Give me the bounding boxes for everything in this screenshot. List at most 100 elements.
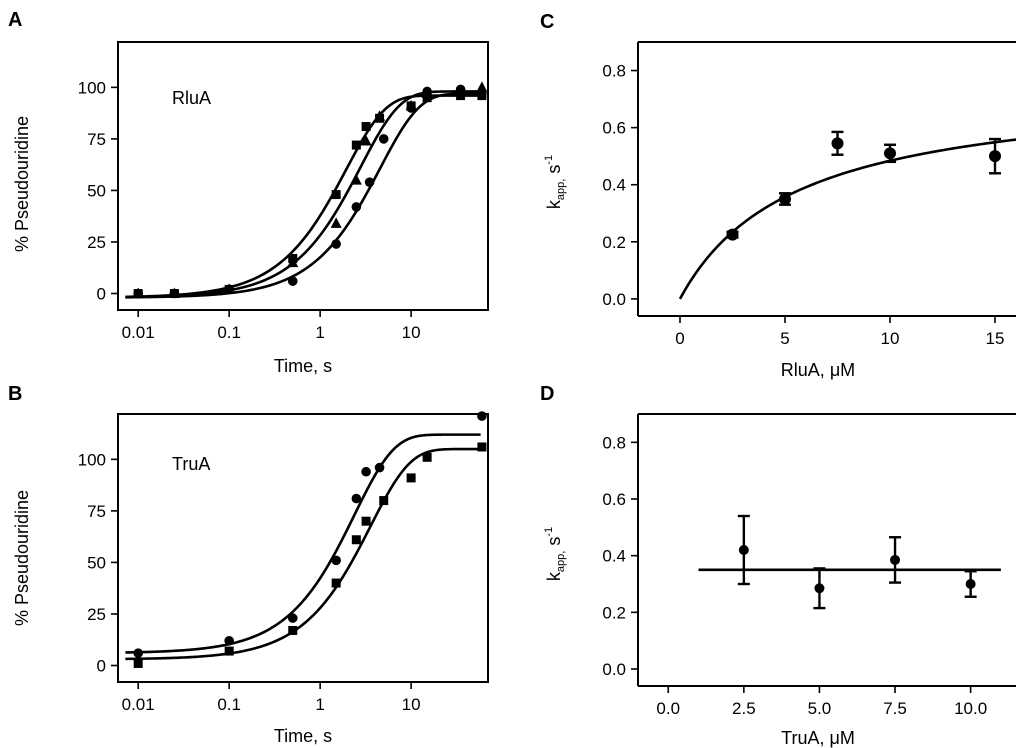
x-tick-label-c: 5 <box>780 329 789 348</box>
data-point-a-circle <box>378 134 389 144</box>
x-tick-label-b: 10 <box>402 695 421 714</box>
data-point-a-triangle <box>374 110 386 121</box>
x-tick-label-c: 10 <box>881 329 900 348</box>
data-point-b-circle <box>477 411 487 421</box>
data-point-a-circle <box>331 239 341 249</box>
plot-content-d: 0.0 2.5 5.0 7.5 10.0 0.0 0.2 0.4 0.6 0.8 <box>602 433 1001 718</box>
data-point-b-square <box>379 496 389 506</box>
panel-letter-b: B <box>8 383 22 405</box>
y-tick-label-d: 0.2 <box>602 603 626 622</box>
y-tick-label-c: 0.0 <box>602 290 626 309</box>
y-tick-label-c: 0.6 <box>602 119 626 138</box>
panel-letter-d: D <box>540 383 554 405</box>
data-point-a-triangle <box>287 256 299 268</box>
panel-letter-a: A <box>8 9 22 31</box>
y-tick-label-a: 0 <box>97 285 106 304</box>
data-point-b-square <box>361 516 371 526</box>
data-point-a-circle <box>133 288 143 299</box>
y-axis-title-c-sub: app, <box>555 179 567 200</box>
y-tick-label-b: 100 <box>78 450 106 469</box>
x-tick-label-a: 0.1 <box>217 323 241 342</box>
data-point-a-triangle <box>350 174 362 185</box>
y-tick-label-c: 0.2 <box>602 233 626 252</box>
data-point-a-circle <box>169 288 180 299</box>
data-point-b-square <box>406 473 416 483</box>
plot-frame-a <box>117 41 489 311</box>
data-point-a-triangle <box>330 217 342 228</box>
data-point-a-square <box>361 122 371 132</box>
y-tick-label-b: 75 <box>87 502 106 521</box>
data-point-b-circle <box>287 613 298 623</box>
data-point-a-circle <box>477 88 487 99</box>
data-point-a-square <box>331 190 341 200</box>
data-point-b-square <box>351 535 361 545</box>
data-point-c <box>831 137 844 150</box>
y-axis-title-d-sub: app, <box>555 551 567 572</box>
data-point-a-triangle <box>476 81 488 92</box>
y-tick-label-b: 25 <box>87 605 106 624</box>
y-axis-title-a: % Pseudouridine <box>12 116 32 252</box>
y-axis-title-d-unit: s <box>544 537 564 551</box>
x-tick-label-d: 5.0 <box>808 699 832 718</box>
data-point-b-circle <box>361 466 371 477</box>
x-tick-label-b: 1 <box>315 695 324 714</box>
data-point-b-square <box>331 578 341 588</box>
data-point-c <box>779 192 791 205</box>
fit-curve-a-1 <box>125 90 481 299</box>
x-axis-title-b: Time, s <box>274 726 332 746</box>
data-point-b-square <box>288 625 298 635</box>
y-tick-label-d: 0.4 <box>602 547 626 566</box>
y-axis-title-d-sup: -1 <box>543 527 555 537</box>
x-tick-label-a: 0.01 <box>122 323 155 342</box>
fit-curve-c <box>678 138 1017 300</box>
fit-curve-b-1 <box>125 447 481 661</box>
y-tick-label-d: 0.6 <box>602 490 626 509</box>
fit-curve-a-0 <box>125 94 481 299</box>
data-point-d <box>738 545 749 555</box>
fit-curve-b-0 <box>125 433 481 654</box>
data-point-a-triangle <box>360 134 372 146</box>
y-axis-title-c-unit: s <box>544 165 564 179</box>
x-tick-label-d: 10.0 <box>954 699 987 718</box>
x-axis-title-c: RluA, μM <box>781 360 855 380</box>
x-axis-title-d: TruA, μM <box>781 728 855 748</box>
data-point-c <box>989 150 1001 163</box>
data-point-a-circle <box>351 202 362 212</box>
data-point-b-circle <box>224 635 234 646</box>
y-axis-title-c-main: k <box>544 199 564 209</box>
plot-content-c: 0 5 10 15 0.0 0.2 0.4 0.6 0.8 <box>602 62 1017 348</box>
data-point-a-circle <box>364 177 375 187</box>
x-tick-label-d: 7.5 <box>883 699 907 718</box>
data-point-b-circle <box>351 493 362 504</box>
y-tick-label-d: 0.8 <box>602 433 626 452</box>
y-tick-label-a: 100 <box>78 78 106 97</box>
y-tick-label-c: 0.4 <box>602 176 626 195</box>
inset-label-a: RluA <box>172 88 211 108</box>
plot-frame-b <box>117 413 489 683</box>
y-tick-label-b: 50 <box>87 553 106 572</box>
y-tick-label-a: 25 <box>87 233 106 252</box>
x-tick-label-d: 0.0 <box>656 699 680 718</box>
y-tick-label-a: 50 <box>87 181 106 200</box>
data-point-b-square <box>422 452 432 462</box>
panel-letter-c: C <box>540 11 554 33</box>
data-point-b-square <box>133 658 143 668</box>
y-axis-title-c-sup: -1 <box>543 155 555 165</box>
x-tick-label-c: 15 <box>986 329 1005 348</box>
data-point-a-circle <box>406 103 416 113</box>
y-axis-title-b: % Pseudouridine <box>12 490 32 626</box>
x-tick-label-c: 0 <box>675 329 684 348</box>
data-point-b-circle <box>331 555 341 566</box>
data-point-a-circle <box>224 284 234 295</box>
panel-d: D 0.0 2.5 5.0 7.5 10.0 0.0 0.2 0.4 0.6 0.8 TruA, … <box>540 383 1016 748</box>
x-tick-label-b: 0.01 <box>122 695 155 714</box>
data-point-a-square <box>351 140 361 150</box>
panel-c: C 0 5 10 15 0.0 0.2 0.4 0.6 0.8 RluA, μM kapp, s… <box>540 11 1017 380</box>
y-axis-title-d-main: k <box>544 571 564 581</box>
data-point-b-circle <box>374 462 385 473</box>
x-tick-label-d: 2.5 <box>732 699 756 718</box>
